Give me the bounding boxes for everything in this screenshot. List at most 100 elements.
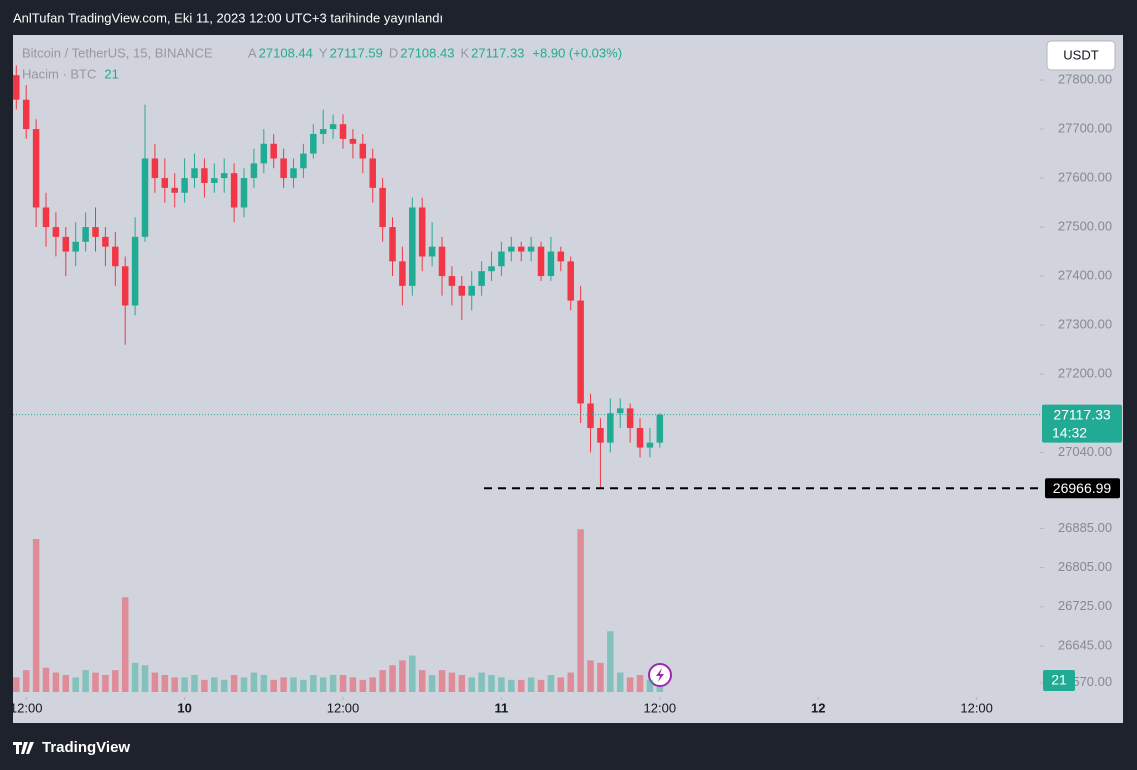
candle-body xyxy=(171,187,178,193)
volume-bar xyxy=(300,679,307,692)
candle-body xyxy=(270,143,277,159)
legend-key: Y xyxy=(319,45,328,60)
volume-value: 21 xyxy=(104,66,118,81)
volume-bar xyxy=(102,675,109,692)
volume-bar xyxy=(82,670,89,692)
currency-button[interactable] xyxy=(1046,40,1116,71)
y-tick-label: 27200.00 xyxy=(1058,366,1112,381)
volume-bar xyxy=(191,675,198,692)
candle-body xyxy=(369,158,376,188)
candle-body xyxy=(181,178,188,193)
candle-body xyxy=(201,168,208,183)
candle-body xyxy=(468,285,475,296)
candle-body xyxy=(359,143,367,159)
volume-bar xyxy=(616,672,624,692)
volume-box xyxy=(1043,670,1075,691)
candle-body xyxy=(458,285,466,296)
legend-value: 27117.59 xyxy=(330,45,383,60)
candle-body xyxy=(349,138,357,144)
candle-body xyxy=(587,403,594,428)
volume-title: Hacim · BTC xyxy=(22,66,96,81)
volume-bar xyxy=(151,672,159,692)
volume-bar xyxy=(438,670,446,692)
volume-bar xyxy=(329,675,337,692)
candle-body xyxy=(557,251,565,262)
candle-body xyxy=(517,246,525,252)
candle-body xyxy=(112,246,119,267)
candle-body xyxy=(121,266,129,306)
volume-bar xyxy=(230,675,238,692)
candle-body xyxy=(418,207,426,257)
candle-body xyxy=(211,178,218,183)
volume-bar xyxy=(537,679,545,692)
candle-body xyxy=(191,168,198,179)
candle-body xyxy=(260,143,268,164)
volume-bar xyxy=(468,677,475,692)
candle-body xyxy=(22,99,30,130)
candle-body xyxy=(656,414,664,443)
candle-body xyxy=(527,246,535,252)
candle-body xyxy=(389,227,396,262)
candle-body xyxy=(290,168,297,179)
volume-bar xyxy=(171,677,178,692)
legend-key: A xyxy=(248,45,257,60)
currency[interactable]: USDT xyxy=(1063,47,1098,62)
candle-body xyxy=(52,227,60,237)
volume-bar xyxy=(597,662,604,692)
change: +8.90 (+0.03%) xyxy=(532,45,622,60)
candle-body xyxy=(409,207,416,286)
volume-bar xyxy=(220,679,228,692)
volume-bar xyxy=(121,597,129,692)
candle-body xyxy=(379,187,386,228)
volume-bar xyxy=(290,677,297,692)
countdown: 14:32 xyxy=(1052,424,1087,440)
candle-body xyxy=(62,236,70,252)
symbol: Bitcoin / TetherUS, 15, BINANCE xyxy=(22,45,213,60)
x-tick-label: 12 xyxy=(811,700,825,715)
legend-key: D xyxy=(389,45,398,60)
volume-bar xyxy=(72,677,79,692)
volume-bar xyxy=(13,677,20,692)
volume-bar xyxy=(567,672,574,692)
candle-body xyxy=(399,261,406,286)
candle-body xyxy=(151,158,159,179)
volume-bar xyxy=(636,675,644,692)
x-tick-label: 12:00 xyxy=(327,700,360,715)
volume-bar xyxy=(498,677,505,692)
brand: TradingView xyxy=(42,739,130,756)
volume-bar xyxy=(32,539,40,692)
candle-body xyxy=(300,153,307,169)
candle-body xyxy=(329,124,337,130)
volume-bar xyxy=(250,672,258,692)
volume-bar xyxy=(240,677,248,692)
y-tick-label: 27800.00 xyxy=(1058,72,1112,87)
y-tick-label: 27040.00 xyxy=(1058,444,1112,459)
candle-body xyxy=(102,236,109,247)
volume-bar xyxy=(359,679,367,692)
volume-bar xyxy=(577,529,584,692)
last-price-label: 27117.33 xyxy=(1053,406,1111,422)
level-box xyxy=(1045,478,1120,499)
candle-body xyxy=(319,129,327,134)
volume-bar xyxy=(607,631,614,692)
volume-bar xyxy=(131,662,139,692)
volume-label: 21 xyxy=(1051,672,1067,688)
volume-bar xyxy=(557,677,565,692)
volume-bar xyxy=(517,679,525,692)
x-tick-label: 12:00 xyxy=(644,700,677,715)
volume-bar xyxy=(22,670,30,692)
volume-bar xyxy=(448,672,456,692)
y-tick-label: 27600.00 xyxy=(1058,170,1112,185)
candle-body xyxy=(220,173,228,179)
volume-bar xyxy=(201,679,208,692)
candle-body xyxy=(428,246,436,257)
chart-title: AnlTufan TradingView.com, Eki 11, 2023 1… xyxy=(13,10,443,25)
candle-body xyxy=(131,236,139,306)
volume-bar xyxy=(478,672,485,692)
candle-body xyxy=(72,241,79,252)
candle-body xyxy=(339,124,347,139)
x-tick-label: 10 xyxy=(177,700,191,715)
volume-bar xyxy=(527,677,535,692)
volume-bar xyxy=(310,675,317,692)
